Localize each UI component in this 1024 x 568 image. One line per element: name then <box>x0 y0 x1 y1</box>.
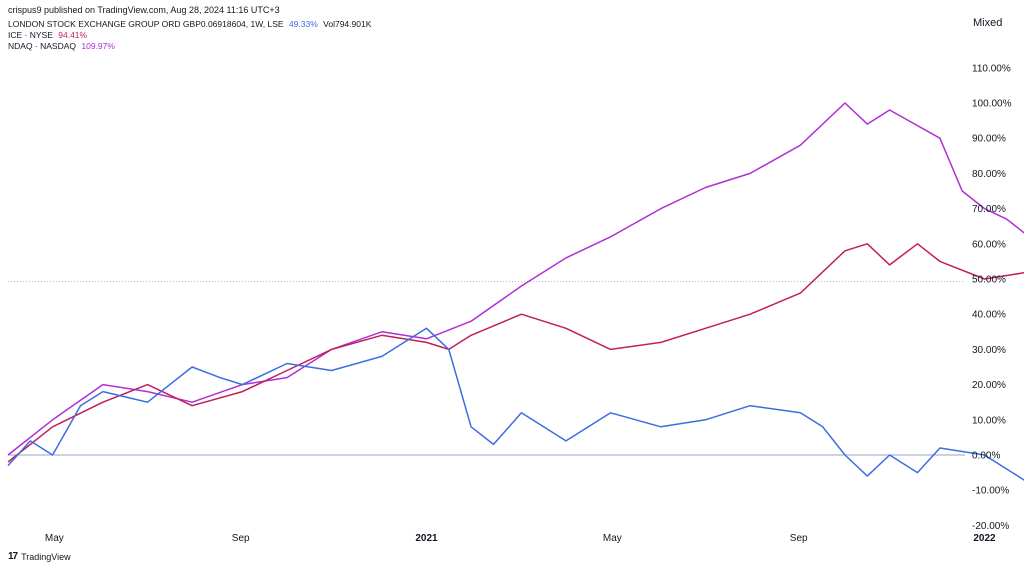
attribution-text: crispus9 published on TradingView.com, A… <box>8 5 280 15</box>
legend: LONDON STOCK EXCHANGE GROUP ORD GBP0.069… <box>8 19 374 52</box>
x-tick-label: 2021 <box>415 533 438 544</box>
y-tick-label: 110.00% <box>972 63 1011 74</box>
scale-mode-label[interactable]: Mixed <box>973 17 1003 29</box>
x-tick-label: Sep <box>232 533 250 544</box>
series-line-lse <box>7 327 1024 481</box>
y-tick-label: 100.00% <box>972 99 1012 110</box>
legend-row-ice[interactable]: ICE · NYSE 94.41% <box>8 30 374 41</box>
series-line-ice <box>7 243 1024 463</box>
y-tick-label: 0.00% <box>972 451 1000 462</box>
x-tick-label: May <box>45 533 64 544</box>
legend-row-ndaq[interactable]: NDAQ · NASDAQ 109.97% <box>8 41 374 52</box>
chart-grid <box>8 280 965 456</box>
y-tick-label: 30.00% <box>972 345 1006 356</box>
x-tick-label: Sep <box>790 533 808 544</box>
series-line-ndaq <box>7 102 1024 456</box>
y-tick-label: -10.00% <box>972 486 1009 497</box>
footer-brand-label: TradingView <box>21 551 71 562</box>
y-tick-label: 90.00% <box>972 134 1006 145</box>
y-tick-label: 70.00% <box>972 204 1006 215</box>
legend-ndaq-value: 109.97% <box>81 41 115 51</box>
y-axis: 110.00% 100.00% 90.00% 80.00% 70.00% 60.00% 50… <box>972 63 1012 532</box>
legend-ndaq-label: NDAQ · NASDAQ <box>8 41 77 51</box>
x-tick-label: May <box>603 533 622 544</box>
y-tick-label: 80.00% <box>972 169 1006 180</box>
x-axis: MaySep2021MaySep2022MaySep2023MaySep2024… <box>45 533 996 544</box>
legend-ice-value: 94.41% <box>58 30 88 40</box>
legend-row-lse[interactable]: LONDON STOCK EXCHANGE GROUP ORD GBP0.069… <box>8 19 374 30</box>
y-tick-label: 20.00% <box>972 380 1006 391</box>
y-tick-label: -20.00% <box>972 521 1009 532</box>
y-tick-label: 50.00% <box>972 275 1006 286</box>
legend-lse-label: LONDON STOCK EXCHANGE GROUP ORD GBP0.069… <box>8 19 284 29</box>
legend-lse-value: 49.33% <box>288 19 318 29</box>
y-tick-label: 10.00% <box>972 415 1006 426</box>
legend-ice-label: ICE · NYSE <box>8 30 53 40</box>
x-tick-label: 2022 <box>973 533 996 544</box>
legend-lse-vol: Vol794.901K <box>323 19 372 29</box>
footer-brand[interactable]: 17 TradingView <box>8 551 71 562</box>
y-tick-label: 60.00% <box>972 239 1006 250</box>
tradingview-logo-icon: 17 <box>8 551 18 562</box>
y-tick-label: 40.00% <box>972 310 1006 321</box>
chart-series <box>7 102 1024 481</box>
